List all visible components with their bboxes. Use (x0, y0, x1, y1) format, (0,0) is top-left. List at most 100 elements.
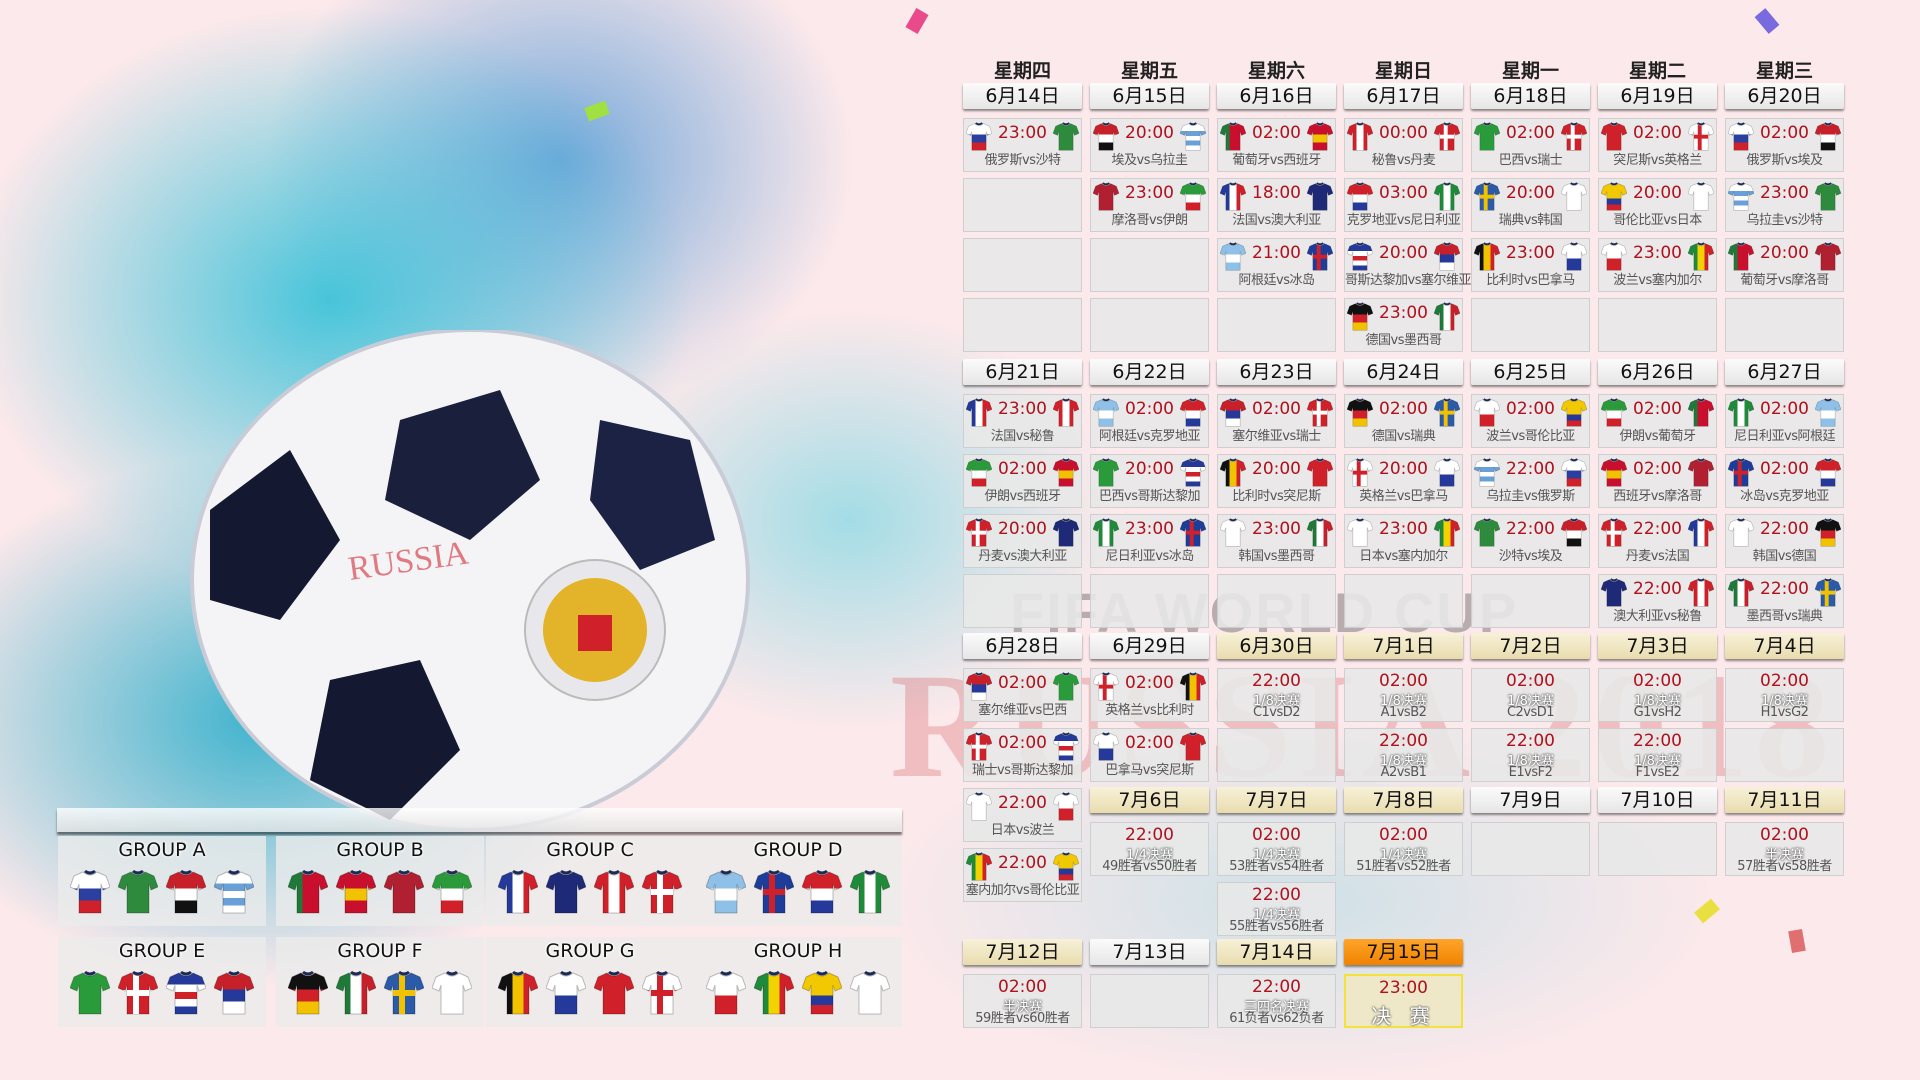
group-card: GROUP B (276, 836, 484, 926)
match-cell[interactable]: 02:00 西班牙vs摩洛哥 (1598, 454, 1717, 508)
jersey-icon (431, 870, 473, 914)
match-cell[interactable]: 20:00 巴西vs哥斯达黎加 (1090, 454, 1209, 508)
group-card: GROUP A (58, 836, 266, 926)
match-cell[interactable]: 22:00 墨西哥vs瑞典 (1725, 574, 1844, 628)
match-cell[interactable]: 02:00 伊朗vs葡萄牙 (1598, 394, 1717, 448)
match-cell[interactable]: 23:00 摩洛哥vs伊朗 (1090, 178, 1209, 232)
match-cell[interactable]: 02:00 1/8决赛 A1vsB2 (1344, 668, 1463, 722)
group-name: GROUP G (545, 940, 635, 962)
match-cell[interactable]: 23:00 德国vs墨西哥 (1344, 298, 1463, 352)
jersey-icon (1052, 458, 1080, 487)
match-round: 半决赛 (1002, 1000, 1042, 1015)
match-round: 半决赛 (1764, 848, 1804, 863)
match-cell[interactable]: 22:00 1/8决赛 E1vsF2 (1471, 728, 1590, 782)
match-cell[interactable]: 20:00 英格兰vs巴拿马 (1344, 454, 1463, 508)
match-cell[interactable]: 23:00 决 赛 (1344, 974, 1463, 1028)
away-jersey (1814, 121, 1842, 155)
match-teams: 波兰vs哥伦比亚 (1486, 429, 1575, 444)
match-cell[interactable]: 20:00 哥斯达黎加vs塞尔维亚 (1344, 238, 1471, 292)
match-cell[interactable]: 22:00 澳大利亚vs秘鲁 (1598, 574, 1717, 628)
jersey-icon (287, 870, 329, 914)
jersey-icon (69, 870, 111, 914)
home-jersey (1219, 517, 1247, 551)
match-cell[interactable]: 22:00 1/8决赛 F1vsE2 (1598, 728, 1717, 782)
match-cell[interactable]: 22:00 韩国vs德国 (1725, 514, 1844, 568)
match-cell[interactable]: 02:00 阿根廷vs克罗地亚 (1090, 394, 1209, 448)
jersey-icon (1473, 458, 1501, 487)
match-time: 23:00 (998, 123, 1047, 143)
match-cell[interactable]: 03:00 克罗地亚vs尼日利亚 (1344, 178, 1463, 232)
match-cell[interactable]: 02:00 塞尔维亚vs巴西 (963, 668, 1082, 722)
match-cell[interactable]: 02:00 半决赛 59胜者vs60胜者 (963, 974, 1082, 1028)
match-cell[interactable]: 22:00 1/4决赛 49胜者vs50胜者 (1090, 822, 1209, 876)
match-round: 1/8决赛 (1380, 694, 1427, 709)
match-cell[interactable]: 02:00 瑞士vs哥斯达黎加 (963, 728, 1082, 782)
match-cell[interactable]: 22:00 乌拉圭vs俄罗斯 (1471, 454, 1590, 508)
match-cell[interactable]: 23:00 尼日利亚vs冰岛 (1090, 514, 1209, 568)
match-cell[interactable]: 23:00 俄罗斯vs沙特 (963, 118, 1082, 172)
empty-cell (1090, 298, 1209, 352)
match-cell[interactable]: 22:00 1/8决赛 C1vsD2 (1217, 668, 1336, 722)
jersey-icon (1433, 518, 1461, 547)
confetti (1754, 8, 1780, 34)
match-teams: 57胜者vs58胜者 (1737, 859, 1832, 874)
match-cell[interactable]: 22:00 1/4决赛 55胜者vs56胜者 (1217, 882, 1336, 936)
match-cell[interactable]: 20:00 哥伦比亚vs日本 (1598, 178, 1717, 232)
match-cell[interactable]: 02:00 俄罗斯vs埃及 (1725, 118, 1844, 172)
match-cell[interactable]: 20:00 瑞典vs韩国 (1471, 178, 1590, 232)
match-cell[interactable]: 02:00 1/4决赛 51胜者vs52胜者 (1344, 822, 1463, 876)
match-cell[interactable]: 02:00 葡萄牙vs西班牙 (1217, 118, 1336, 172)
match-cell[interactable]: 23:00 法国vs秘鲁 (963, 394, 1082, 448)
away-jersey (1433, 241, 1461, 275)
match-time: 22:00 (1506, 459, 1555, 479)
match-cell[interactable]: 02:00 伊朗vs西班牙 (963, 454, 1082, 508)
match-cell[interactable]: 00:00 秘鲁vs丹麦 (1344, 118, 1463, 172)
match-time: 23:00 (1252, 519, 1301, 539)
match-cell[interactable]: 22:00 丹麦vs法国 (1598, 514, 1717, 568)
match-cell[interactable]: 02:00 1/8决赛 G1vsH2 (1598, 668, 1717, 722)
match-cell[interactable]: 02:00 尼日利亚vs阿根廷 (1725, 394, 1844, 448)
match-cell[interactable]: 02:00 1/8决赛 C2vsD1 (1471, 668, 1590, 722)
team-jersey (753, 866, 795, 920)
team-jersey (545, 967, 587, 1021)
match-cell[interactable]: 18:00 法国vs澳大利亚 (1217, 178, 1336, 232)
match-cell[interactable]: 23:00 韩国vs墨西哥 (1217, 514, 1336, 568)
match-cell[interactable]: 02:00 英格兰vs比利时 (1090, 668, 1209, 722)
jersey-icon (1560, 458, 1588, 487)
match-cell[interactable]: 02:00 巴西vs瑞士 (1471, 118, 1590, 172)
jersey-icon (1052, 852, 1080, 881)
match-cell[interactable]: 02:00 1/4决赛 53胜者vs54胜者 (1217, 822, 1336, 876)
match-cell[interactable]: 20:00 埃及vs乌拉圭 (1090, 118, 1209, 172)
match-cell[interactable]: 22:00 塞内加尔vs哥伦比亚 (963, 848, 1082, 902)
match-cell[interactable]: 22:00 日本vs波兰 (963, 788, 1082, 842)
team-jersey (801, 866, 843, 920)
match-time: 22:00 (1506, 731, 1555, 751)
jersey-icon (1219, 458, 1247, 487)
match-cell[interactable]: 23:00 波兰vs塞内加尔 (1598, 238, 1717, 292)
match-cell[interactable]: 02:00 德国vs瑞典 (1344, 394, 1463, 448)
team-jersey (705, 866, 747, 920)
match-cell[interactable]: 02:00 半决赛 57胜者vs58胜者 (1725, 822, 1844, 876)
match-cell[interactable]: 02:00 1/8决赛 H1vsG2 (1725, 668, 1844, 722)
match-cell[interactable]: 20:00 丹麦vs澳大利亚 (963, 514, 1082, 568)
match-cell[interactable]: 02:00 塞尔维亚vs瑞士 (1217, 394, 1336, 448)
match-cell[interactable]: 23:00 比利时vs巴拿马 (1471, 238, 1590, 292)
match-cell[interactable]: 02:00 冰岛vs克罗地亚 (1725, 454, 1844, 508)
match-cell[interactable]: 02:00 波兰vs哥伦比亚 (1471, 394, 1590, 448)
match-cell[interactable]: 23:00 日本vs塞内加尔 (1344, 514, 1463, 568)
jersey-icon (1473, 518, 1501, 547)
jersey-icon (593, 870, 635, 914)
home-jersey (1600, 577, 1628, 611)
match-cell[interactable]: 20:00 比利时vs突尼斯 (1217, 454, 1336, 508)
jersey-icon (431, 971, 473, 1015)
match-cell[interactable]: 22:00 沙特vs埃及 (1471, 514, 1590, 568)
match-cell[interactable]: 22:00 1/8决赛 A2vsB1 (1344, 728, 1463, 782)
match-cell[interactable]: 02:00 突尼斯vs英格兰 (1598, 118, 1717, 172)
jersey-icon (165, 870, 207, 914)
match-cell[interactable]: 21:00 阿根廷vs冰岛 (1217, 238, 1336, 292)
match-cell[interactable]: 23:00 乌拉圭vs沙特 (1725, 178, 1844, 232)
match-cell[interactable]: 20:00 葡萄牙vs摩洛哥 (1725, 238, 1844, 292)
match-cell[interactable]: 22:00 三四名决赛 61负者vs62负者 (1217, 974, 1336, 1028)
match-cell[interactable]: 02:00 巴拿马vs突尼斯 (1090, 728, 1209, 782)
match-time: 02:00 (1633, 399, 1682, 419)
